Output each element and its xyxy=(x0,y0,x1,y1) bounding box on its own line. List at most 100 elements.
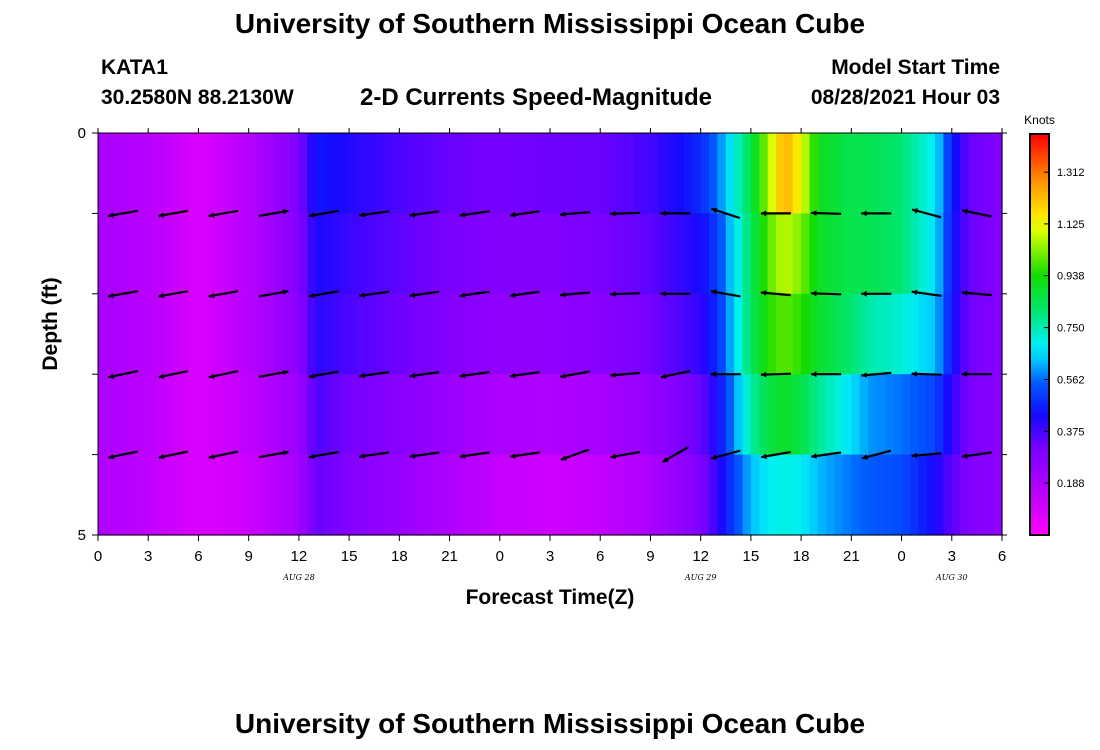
current-vector-arrow xyxy=(861,210,892,217)
heatmap-cell xyxy=(784,213,794,295)
colorbar-swatch xyxy=(1030,374,1049,378)
colorbar-swatch xyxy=(1030,204,1049,208)
x-tick-label: 18 xyxy=(391,548,408,565)
heatmap-cell xyxy=(868,213,878,295)
heatmap-cell xyxy=(976,374,986,456)
heatmap-cell xyxy=(357,213,367,295)
heatmap-cell xyxy=(457,293,467,375)
heatmap-cell xyxy=(106,374,116,456)
current-vector-arrow xyxy=(861,371,892,378)
colorbar-swatch xyxy=(1030,154,1049,158)
heatmap-cell xyxy=(474,374,484,456)
colorbar-swatch xyxy=(1030,367,1049,371)
heatmap-cell xyxy=(139,133,149,214)
heatmap-cell xyxy=(809,213,819,295)
heatmap-cell xyxy=(759,454,769,536)
heatmap-cell xyxy=(834,133,844,214)
heatmap-cell xyxy=(206,293,216,375)
heatmap-cell xyxy=(164,374,174,456)
heatmap-cell xyxy=(508,293,518,375)
heatmap-cell xyxy=(290,374,300,456)
colorbar-swatch xyxy=(1030,196,1049,200)
heatmap-cell xyxy=(809,454,819,536)
heatmap-cell xyxy=(541,293,551,375)
heatmap-cell xyxy=(298,454,308,536)
heatmap-cell xyxy=(909,454,919,536)
heatmap-cell xyxy=(993,133,1003,214)
current-vector-arrow xyxy=(158,370,189,379)
arrow-head xyxy=(509,211,516,218)
current-vector-arrow xyxy=(861,449,892,460)
heatmap-cell xyxy=(298,133,308,214)
heatmap-cell xyxy=(658,133,668,214)
heatmap-cell xyxy=(566,454,576,536)
current-vector-arrow xyxy=(961,290,992,297)
heatmap-cell xyxy=(399,454,409,536)
colorbar-swatch xyxy=(1030,274,1049,278)
heatmap-cell xyxy=(106,293,116,375)
date-label: AUG 28 xyxy=(282,573,315,582)
heatmap-cell xyxy=(457,454,467,536)
heatmap-cell xyxy=(893,374,903,456)
heatmap-cell xyxy=(516,213,526,295)
colorbar-swatch xyxy=(1030,334,1049,338)
heatmap-cell xyxy=(725,374,735,456)
heatmap-cell xyxy=(725,454,735,536)
heatmap-cell xyxy=(759,293,769,375)
heatmap-cell xyxy=(524,374,534,456)
heatmap-cell xyxy=(248,454,258,536)
current-vector-arrow xyxy=(861,290,892,297)
current-vector-arrow xyxy=(258,450,289,459)
x-tick-label: 0 xyxy=(897,548,905,565)
heatmap-cell xyxy=(215,374,225,456)
heatmap-cell xyxy=(960,213,970,295)
colorbar-swatch xyxy=(1030,369,1049,373)
colorbar-swatch xyxy=(1030,146,1049,150)
heatmap-cell xyxy=(324,454,333,536)
heatmap-cell xyxy=(123,133,133,214)
colorbar-swatch xyxy=(1030,524,1049,529)
heatmap-cell xyxy=(139,213,149,295)
current-vector-arrow xyxy=(108,290,138,299)
colorbar-swatch xyxy=(1030,294,1049,298)
colorbar-swatch xyxy=(1030,439,1049,443)
x-axis-label: Forecast Time(Z) xyxy=(466,586,635,609)
heatmap-cell xyxy=(432,133,442,214)
heatmap-cell xyxy=(181,454,191,536)
heatmap-cell xyxy=(558,374,568,456)
current-vector-arrow xyxy=(108,209,138,218)
current-vector-arrow xyxy=(158,450,189,460)
heatmap-cell xyxy=(524,133,534,214)
current-vector-arrow xyxy=(459,210,490,218)
heatmap-cell xyxy=(826,213,836,295)
arrow-head xyxy=(560,291,566,298)
heatmap-cell xyxy=(633,454,643,536)
heatmap-cell xyxy=(650,133,660,214)
heatmap-cell xyxy=(909,133,919,214)
colorbar-swatch xyxy=(1030,467,1049,471)
colorbar-swatch xyxy=(1030,337,1049,341)
colorbar-swatch xyxy=(1030,314,1049,318)
x-tick-label: 15 xyxy=(341,548,358,565)
heatmap-cell xyxy=(717,133,727,214)
arrow-head xyxy=(811,371,817,378)
heatmap-cell xyxy=(834,213,844,295)
current-vector-arrow xyxy=(108,450,138,460)
heatmap-cell xyxy=(801,454,811,536)
heatmap-cell xyxy=(625,454,635,536)
heatmap-cell xyxy=(390,374,400,456)
colorbar-swatch xyxy=(1030,459,1049,463)
heatmap-cell xyxy=(524,213,534,295)
colorbar-swatch xyxy=(1030,464,1049,468)
heatmap-cell xyxy=(324,213,333,295)
heatmap-cell xyxy=(926,293,936,375)
heatmap-cell xyxy=(231,133,241,214)
heatmap-cell xyxy=(156,133,166,214)
current-vector-arrow xyxy=(710,289,741,298)
heatmap-cell xyxy=(859,293,869,375)
heatmap-cell xyxy=(382,293,392,375)
heatmap-cell xyxy=(683,454,693,536)
arrow-head xyxy=(610,210,616,217)
heatmap-cell xyxy=(457,213,467,295)
heatmap-cell xyxy=(198,374,208,456)
